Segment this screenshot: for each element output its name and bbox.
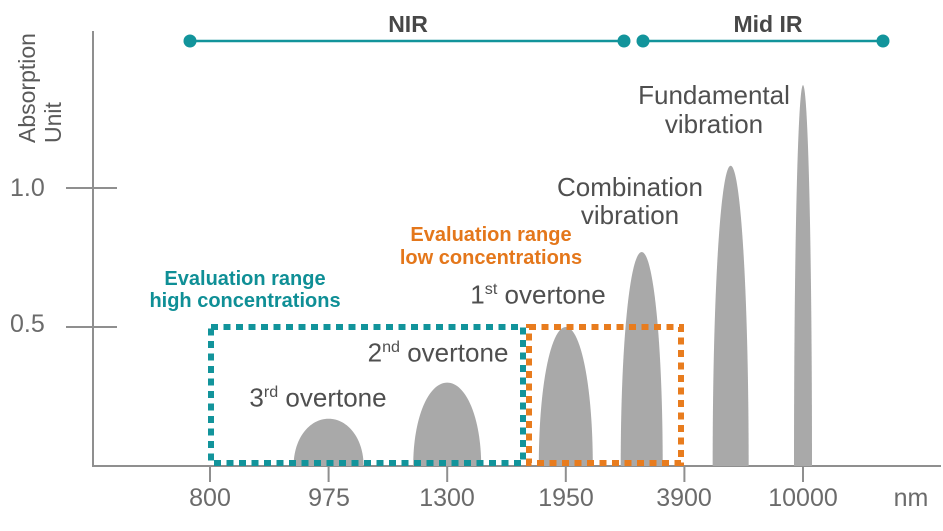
fundamental-vibration-label-line2: vibration: [664, 109, 764, 139]
second-overtone-sup: nd: [382, 338, 400, 356]
nir-range-label: NIR: [388, 11, 428, 37]
third-overtone-rest: overtone: [278, 382, 387, 413]
eval-high-concentrations-label-line2: high concentrations: [149, 290, 341, 312]
eval-low-concentrations-label-line1: Evaluation range: [410, 224, 572, 246]
x-tick-label-1950: 1950: [538, 484, 594, 512]
first-overtone-label: 1st overtone: [470, 275, 605, 309]
eval-high-concentrations-label-line1: Evaluation range: [164, 268, 326, 290]
midir-range-label: Mid IR: [733, 11, 803, 37]
fundamental-vibration-label-line1: Fundamental: [638, 80, 790, 110]
third-overtone-sup: rd: [263, 383, 279, 401]
first-overtone-rest: overtone: [497, 279, 606, 310]
first-overtone-num: 1: [470, 279, 485, 310]
eval-low-concentrations-label-line2: low concentrations: [399, 247, 583, 269]
first-overtone-sup: st: [484, 280, 498, 298]
second-overtone-num: 2: [367, 337, 383, 368]
third-overtone-num: 3: [249, 382, 264, 413]
y-tick-label-1-0: 1.0: [10, 174, 45, 202]
y-tick-label-0-5: 0.5: [10, 310, 45, 338]
second-overtone-rest: overtone: [399, 337, 509, 368]
y-axis-title-line1: Absorption: [14, 33, 40, 143]
x-tick-label-3900: 3900: [656, 484, 712, 512]
second-overtone-label: 2nd overtone: [368, 333, 509, 367]
x-tick-label-10000: 10000: [768, 484, 838, 512]
combination-vibration-label-line1: Combination: [557, 172, 703, 202]
x-tick-label-800: 800: [189, 484, 231, 512]
y-axis-title: Absorption Unit: [14, 33, 66, 143]
y-axis-title-line2: Unit: [40, 102, 66, 143]
combination-vibration-label-line2: vibration: [580, 200, 680, 230]
x-tick-label-975: 975: [308, 484, 350, 512]
third-overtone-label: 3rd overtone: [249, 378, 386, 412]
x-axis-unit-label: nm: [893, 484, 929, 512]
x-tick-label-1300: 1300: [419, 484, 475, 512]
